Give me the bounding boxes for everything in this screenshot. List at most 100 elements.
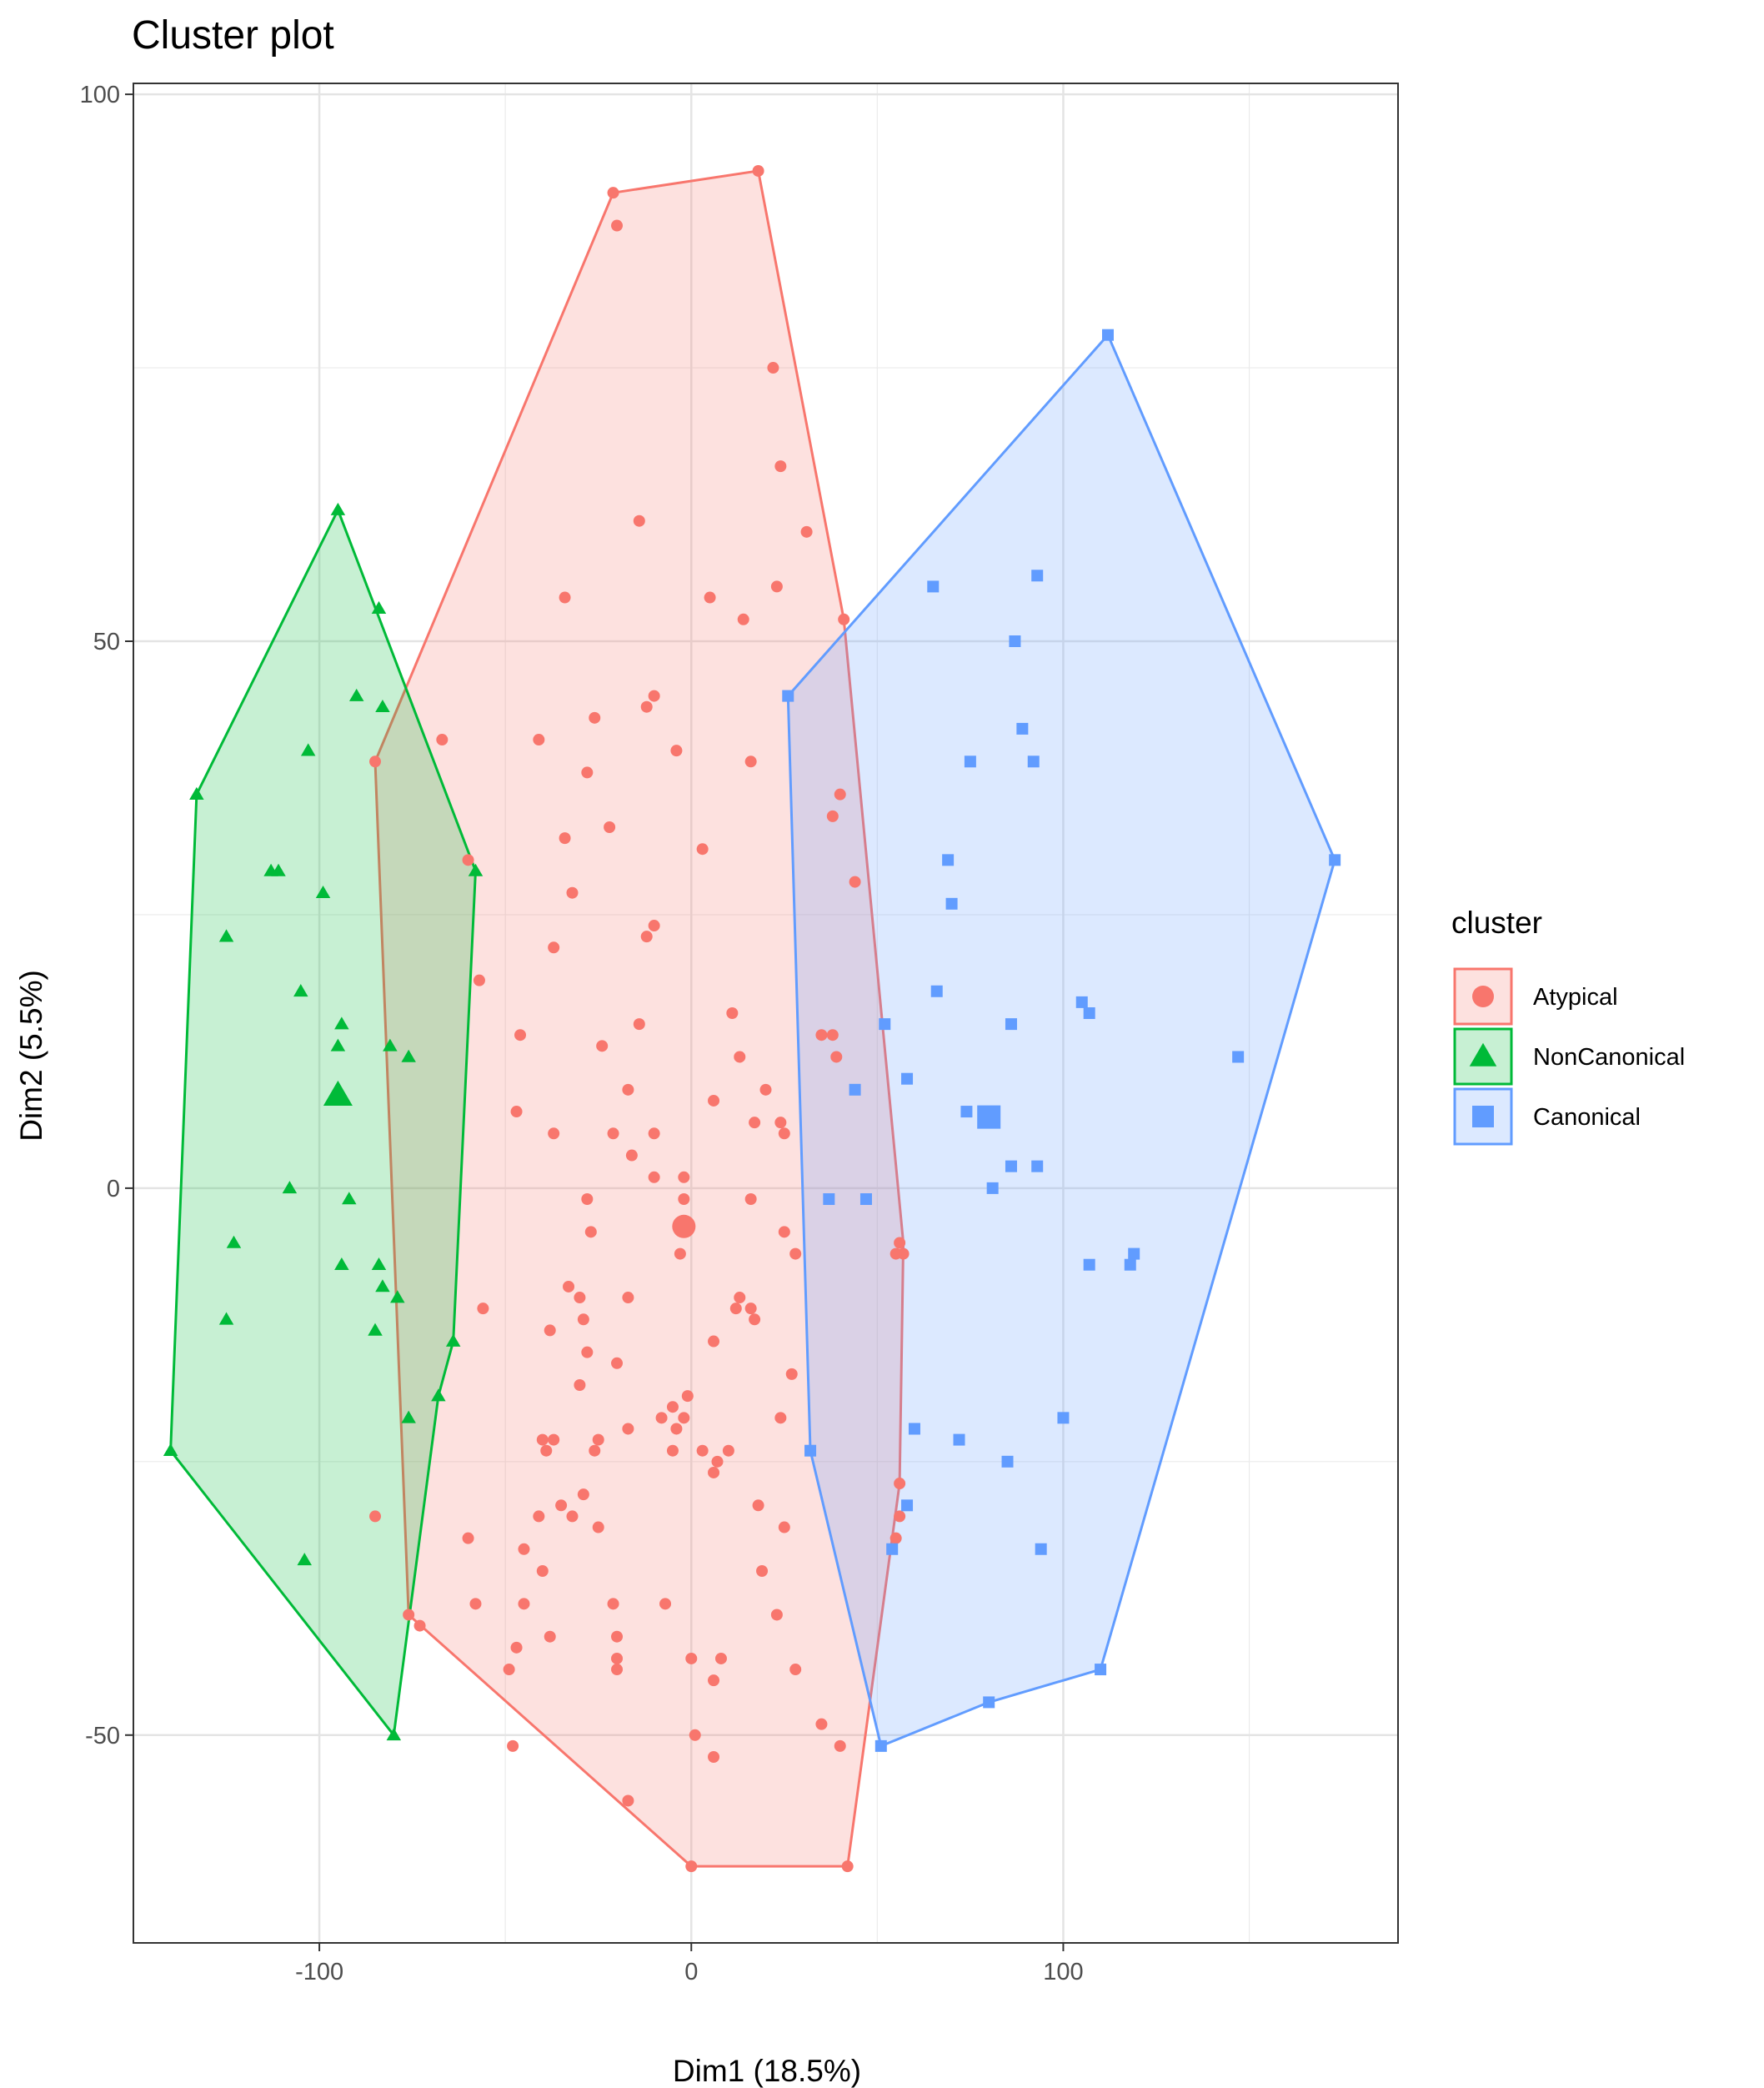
x-tick-label: 100 <box>1043 1959 1083 1985</box>
point-atypical <box>462 854 474 866</box>
point-atypical <box>774 1117 787 1129</box>
x-axis-title: Dim1 (18.5%) <box>673 2054 861 2088</box>
point-atypical <box>574 1292 586 1304</box>
point-atypical <box>640 700 653 713</box>
point-canonical <box>930 985 943 997</box>
point-atypical <box>770 580 783 593</box>
point-atypical <box>536 1433 549 1446</box>
point-atypical <box>666 1401 679 1413</box>
point-atypical <box>584 1226 597 1238</box>
point-atypical <box>369 755 382 768</box>
point-atypical <box>890 1247 902 1260</box>
point-atypical <box>655 1412 668 1424</box>
point-atypical <box>622 1292 634 1304</box>
point-atypical <box>659 1598 672 1610</box>
point-atypical <box>894 1478 906 1490</box>
point-atypical <box>770 1609 783 1621</box>
point-atypical <box>838 613 850 625</box>
point-noncanonical <box>189 786 204 800</box>
point-atypical <box>704 591 716 604</box>
point-canonical <box>1005 1160 1017 1172</box>
point-atypical <box>711 1455 724 1468</box>
point-canonical <box>1128 1247 1140 1260</box>
cluster-hulls <box>169 169 1336 1868</box>
point-noncanonical <box>401 1049 416 1062</box>
point-atypical <box>625 1149 638 1162</box>
point-atypical <box>678 1412 690 1424</box>
point-atypical <box>413 1619 426 1632</box>
point-atypical <box>722 1444 734 1457</box>
point-atypical <box>611 1652 624 1664</box>
point-atypical <box>555 1499 568 1512</box>
point-atypical <box>622 1794 634 1807</box>
point-noncanonical <box>330 1038 346 1052</box>
point-canonical <box>804 1444 817 1457</box>
point-canonical <box>1031 1160 1044 1172</box>
point-atypical <box>469 1598 482 1610</box>
point-atypical <box>708 1094 720 1107</box>
point-atypical <box>689 1729 701 1741</box>
point-noncanonical <box>375 1279 390 1292</box>
point-atypical <box>563 1280 575 1292</box>
point-atypical <box>767 362 779 374</box>
point-atypical <box>548 1127 560 1140</box>
point-canonical <box>1075 996 1088 1008</box>
point-atypical <box>648 1171 660 1183</box>
point-canonical <box>953 1433 965 1446</box>
point-atypical <box>737 613 749 625</box>
point-atypical <box>533 1510 545 1523</box>
point-atypical <box>778 1127 790 1140</box>
point-atypical <box>581 1193 594 1205</box>
point-atypical <box>514 1029 527 1041</box>
point-noncanonical <box>315 885 331 899</box>
legend-marker-canonical <box>1472 1106 1494 1127</box>
point-noncanonical <box>282 1181 298 1194</box>
point-noncanonical <box>218 1312 234 1325</box>
point-canonical <box>782 690 794 702</box>
point-canonical <box>901 1499 914 1512</box>
x-axis: -100 0 100 <box>295 1943 1084 1985</box>
y-axis-title: Dim2 (5.5%) <box>14 970 48 1142</box>
point-atypical <box>548 1433 560 1446</box>
point-canonical <box>849 1083 861 1096</box>
point-atypical <box>696 1444 709 1457</box>
point-atypical <box>436 734 449 746</box>
point-atypical <box>633 514 645 527</box>
point-atypical <box>778 1521 790 1533</box>
point-canonical <box>1005 1018 1017 1031</box>
point-atypical <box>611 1357 624 1369</box>
point-atypical <box>544 1630 556 1643</box>
point-atypical <box>607 1598 619 1610</box>
point-atypical <box>826 810 839 822</box>
point-noncanonical <box>226 1235 242 1248</box>
legend: cluster Atypical NonCanonical Canonical <box>1451 906 1685 1146</box>
plot-panel <box>133 83 1399 1944</box>
legend-marker-atypical <box>1472 986 1494 1007</box>
point-atypical <box>577 1313 589 1326</box>
point-atypical <box>540 1444 553 1457</box>
point-atypical <box>714 1652 727 1664</box>
point-atypical <box>589 1444 601 1457</box>
legend-label-atypical: Atypical <box>1533 984 1618 1011</box>
data-points <box>163 164 1341 1873</box>
point-noncanonical <box>445 1333 461 1347</box>
point-atypical <box>685 1860 698 1873</box>
point-atypical <box>607 187 619 199</box>
x-tick-label: 0 <box>684 1959 698 1985</box>
point-atypical <box>648 1127 660 1140</box>
point-atypical <box>518 1598 530 1610</box>
point-canonical <box>1001 1455 1014 1468</box>
point-atypical <box>607 1127 619 1140</box>
point-atypical <box>826 1029 839 1041</box>
point-atypical <box>749 1313 761 1326</box>
point-atypical <box>708 1674 720 1687</box>
panel-border <box>133 83 1399 1944</box>
legend-marker-noncanonical <box>1469 1042 1497 1067</box>
hull-noncanonical <box>169 509 477 1737</box>
point-atypical <box>633 1018 645 1031</box>
point-atypical <box>708 1466 720 1478</box>
cluster-centroids <box>323 1080 1001 1238</box>
point-atypical <box>581 1346 594 1358</box>
point-noncanonical <box>271 863 286 876</box>
point-atypical <box>473 974 485 986</box>
